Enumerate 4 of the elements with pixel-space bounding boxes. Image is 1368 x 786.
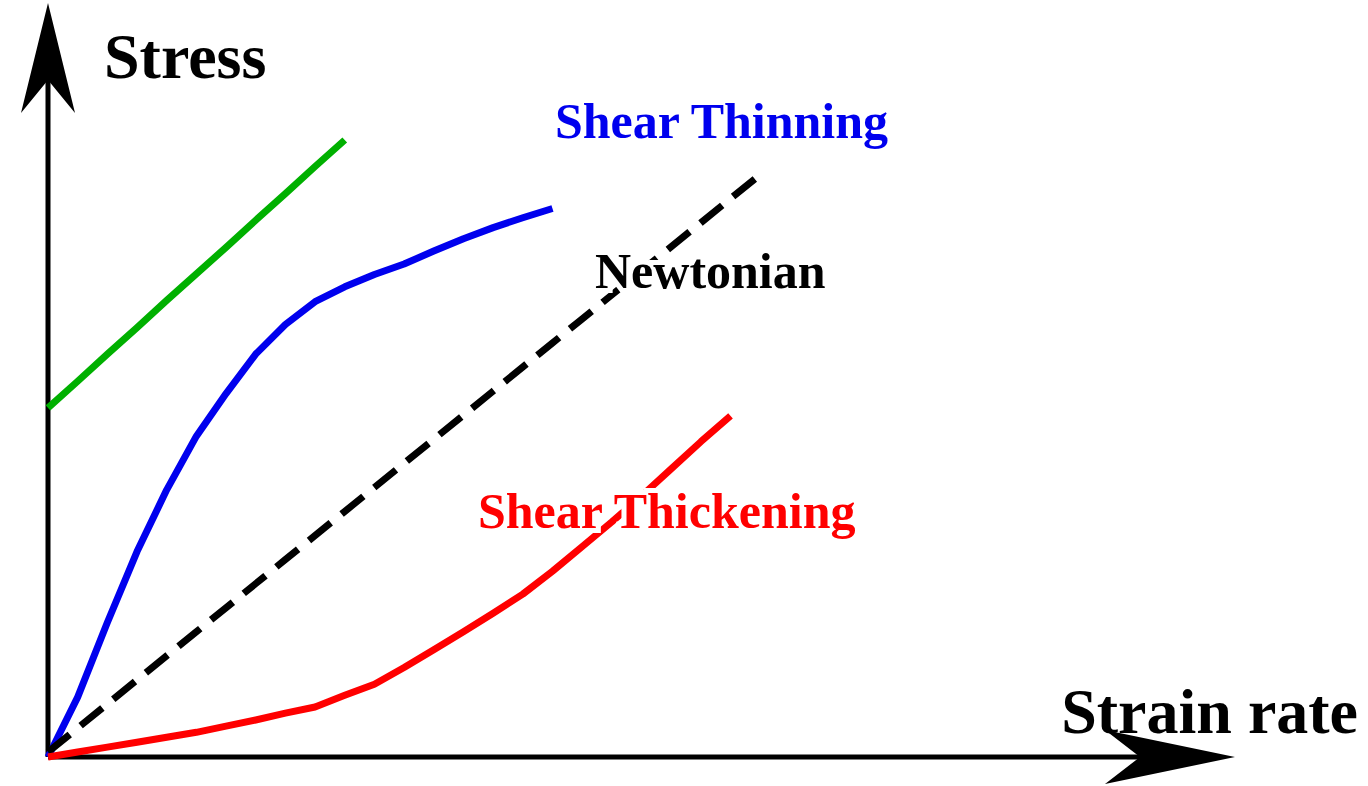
series-label: Shear Thinning (555, 92, 889, 149)
y-axis-title: Stress (104, 21, 267, 92)
x-axis-title: Strain rate (1061, 676, 1358, 747)
series-label: Newtonian (595, 242, 826, 299)
